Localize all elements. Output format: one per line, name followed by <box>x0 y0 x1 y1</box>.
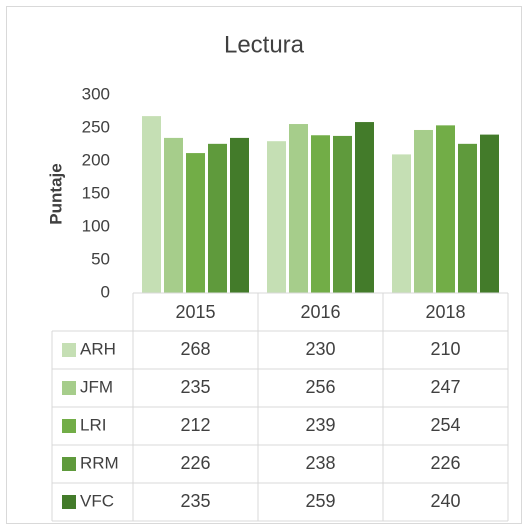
bar <box>267 141 286 293</box>
bar <box>208 143 227 293</box>
bar <box>333 135 352 293</box>
y-tick-label: 50 <box>91 249 110 268</box>
legend-key <box>62 343 76 357</box>
y-tick-label: 200 <box>82 150 110 169</box>
table-value: 254 <box>430 415 460 435</box>
table-value: 256 <box>305 377 335 397</box>
legend-key <box>62 381 76 395</box>
table-value: 226 <box>430 453 460 473</box>
table-value: 247 <box>430 377 460 397</box>
legend-label: RRM <box>80 453 119 472</box>
table-value: 235 <box>180 491 210 511</box>
bar <box>392 154 411 293</box>
bar <box>436 125 455 293</box>
legend-key <box>62 457 76 471</box>
table-value: 235 <box>180 377 210 397</box>
table-value: 226 <box>180 453 210 473</box>
bar <box>458 143 477 293</box>
bar <box>355 122 374 293</box>
chart-title: Lectura <box>224 31 305 58</box>
bar <box>480 134 499 293</box>
bar <box>414 129 433 293</box>
legend-label: JFM <box>80 377 113 396</box>
table-value: 239 <box>305 415 335 435</box>
y-axis-label: Puntaje <box>46 163 65 224</box>
bar <box>186 153 205 293</box>
table-value: 238 <box>305 453 335 473</box>
chart-frame <box>6 6 522 524</box>
y-tick-label: 0 <box>101 282 110 301</box>
table-value: 210 <box>430 339 460 359</box>
table-value: 268 <box>180 339 210 359</box>
table-value: 212 <box>180 415 210 435</box>
legend-label: VFC <box>80 491 114 510</box>
bar <box>230 137 249 293</box>
bar <box>289 124 308 293</box>
legend-label: ARH <box>80 339 116 358</box>
legend-label: LRI <box>80 415 106 434</box>
table-value: 240 <box>430 491 460 511</box>
y-tick-label: 300 <box>82 84 110 103</box>
y-tick-label: 250 <box>82 117 110 136</box>
table-value: 230 <box>305 339 335 359</box>
legend-key <box>62 419 76 433</box>
y-tick-label: 100 <box>82 216 110 235</box>
x-tick-label: 2018 <box>425 302 465 322</box>
x-tick-label: 2015 <box>175 302 215 322</box>
legend-key <box>62 495 76 509</box>
bar <box>311 135 330 293</box>
x-tick-label: 2016 <box>300 302 340 322</box>
bar <box>164 137 183 293</box>
bar <box>142 116 161 294</box>
y-tick-label: 150 <box>82 183 110 202</box>
table-value: 259 <box>305 491 335 511</box>
